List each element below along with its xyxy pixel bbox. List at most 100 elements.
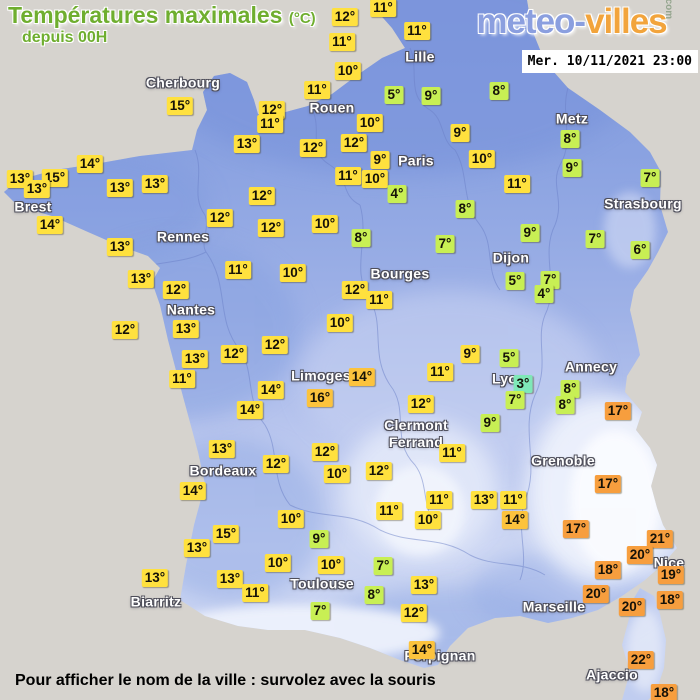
temp-badge[interactable]: 7° [540,271,560,289]
temp-badge[interactable]: 11° [304,81,330,99]
temp-badge[interactable]: 12° [162,281,190,299]
temp-badge[interactable]: 8° [560,130,580,148]
temp-badge[interactable]: 13° [470,491,498,509]
temp-badge[interactable]: 11° [335,167,361,185]
temp-badge[interactable]: 3° [513,375,533,393]
temp-badge[interactable]: 18° [650,684,678,700]
temp-badge[interactable]: 11° [439,444,465,462]
temp-badge[interactable]: 13° [106,179,134,197]
temp-badge[interactable]: 21° [646,530,674,548]
temp-badge[interactable]: 9° [370,151,390,169]
temp-badge[interactable]: 10° [311,215,339,233]
temp-badge[interactable]: 10° [334,62,362,80]
temp-badge[interactable]: 13° [410,576,438,594]
temp-badge[interactable]: 5° [384,86,404,104]
temp-badge[interactable]: 7° [505,391,525,409]
temp-badge[interactable]: 17° [594,475,622,493]
temp-badge[interactable]: 11° [404,22,430,40]
temp-badge[interactable]: 20° [626,546,654,564]
temp-badge[interactable]: 11° [329,33,355,51]
temp-badge[interactable]: 13° [233,135,261,153]
temp-badge[interactable]: 13° [127,270,155,288]
temp-badge[interactable]: 12° [258,101,286,119]
temp-badge[interactable]: 13° [141,569,169,587]
temp-badge[interactable]: 13° [106,238,134,256]
temp-badge[interactable]: 11° [426,491,452,509]
temp-badge[interactable]: 10° [356,114,384,132]
temp-badge[interactable]: 11° [257,115,283,133]
temp-badge[interactable]: 7° [435,235,455,253]
temp-badge[interactable]: 14° [236,401,264,419]
temp-badge[interactable]: 10° [414,511,442,529]
temp-badge[interactable]: 8° [555,396,575,414]
meteo-villes-logo[interactable]: meteo-villes.com [476,0,690,42]
temp-badge[interactable]: 9° [480,414,500,432]
temp-badge[interactable]: 9° [450,124,470,142]
temp-badge[interactable]: 10° [361,170,389,188]
temp-badge[interactable]: 12° [340,134,368,152]
temp-badge[interactable]: 13° [172,320,200,338]
temp-badge[interactable]: 7° [310,602,330,620]
temp-badge[interactable]: 11° [366,291,392,309]
temp-badge[interactable]: 5° [505,272,525,290]
temp-badge[interactable]: 12° [220,345,248,363]
temp-badge[interactable]: 18° [656,591,684,609]
temp-badge[interactable]: 12° [299,139,327,157]
temp-badge[interactable]: 12° [341,281,369,299]
temp-badge[interactable]: 12° [365,462,393,480]
temp-badge[interactable]: 12° [262,455,290,473]
temp-badge[interactable]: 11° [504,175,530,193]
temp-badge[interactable]: 10° [326,314,354,332]
temp-badge[interactable]: 18° [594,561,622,579]
temp-badge[interactable]: 8° [351,229,371,247]
temp-badge[interactable]: 11° [376,502,402,520]
temp-badge[interactable]: 19° [657,566,685,584]
temp-badge[interactable]: 8° [489,82,509,100]
temp-badge[interactable]: 11° [500,491,526,509]
temp-badge[interactable]: 10° [264,554,292,572]
temp-badge[interactable]: 11° [427,363,453,381]
temp-badge[interactable]: 12° [206,209,234,227]
temp-badge[interactable]: 7° [373,557,393,575]
temp-badge[interactable]: 15° [166,97,194,115]
temp-badge[interactable]: 13° [183,539,211,557]
temp-badge[interactable]: 13° [141,175,169,193]
temp-badge[interactable]: 12° [257,219,285,237]
temp-badge[interactable]: 12° [400,604,428,622]
temp-badge[interactable]: 10° [277,510,305,528]
temp-badge[interactable]: 14° [348,368,376,386]
temp-badge[interactable]: 4° [387,185,407,203]
temp-badge[interactable]: 13° [181,350,209,368]
temp-badge[interactable]: 14° [179,482,207,500]
temp-badge[interactable]: 6° [630,241,650,259]
temp-badge[interactable]: 14° [257,381,285,399]
temp-badge[interactable]: 10° [279,264,307,282]
temp-badge[interactable]: 9° [460,345,480,363]
temp-badge[interactable]: 14° [76,155,104,173]
temp-badge[interactable]: 8° [364,586,384,604]
temp-badge[interactable]: 16° [306,389,334,407]
temp-badge[interactable]: 10° [317,556,345,574]
temp-badge[interactable]: 20° [582,585,610,603]
temp-badge[interactable]: 20° [618,598,646,616]
temp-badge[interactable]: 10° [468,150,496,168]
temp-badge[interactable]: 8° [560,380,580,398]
temp-badge[interactable]: 9° [520,224,540,242]
temp-badge[interactable]: 11° [225,261,251,279]
temp-badge[interactable]: 7° [640,169,660,187]
temp-badge[interactable]: 12° [248,187,276,205]
temp-badge[interactable]: 7° [585,230,605,248]
temp-badge[interactable]: 14° [501,511,529,529]
temp-badge[interactable]: 12° [261,336,289,354]
temp-badge[interactable]: 4° [534,285,554,303]
temp-badge[interactable]: 14° [408,641,436,659]
temp-badge[interactable]: 14° [36,216,64,234]
temp-badge[interactable]: 11° [370,0,396,17]
temp-badge[interactable]: 13° [216,570,244,588]
temp-badge[interactable]: 17° [562,520,590,538]
temp-badge[interactable]: 9° [421,87,441,105]
temp-badge[interactable]: 13° [23,180,51,198]
temp-badge[interactable]: 9° [309,530,329,548]
temp-badge[interactable]: 13° [208,440,236,458]
temp-badge[interactable]: 17° [604,402,632,420]
